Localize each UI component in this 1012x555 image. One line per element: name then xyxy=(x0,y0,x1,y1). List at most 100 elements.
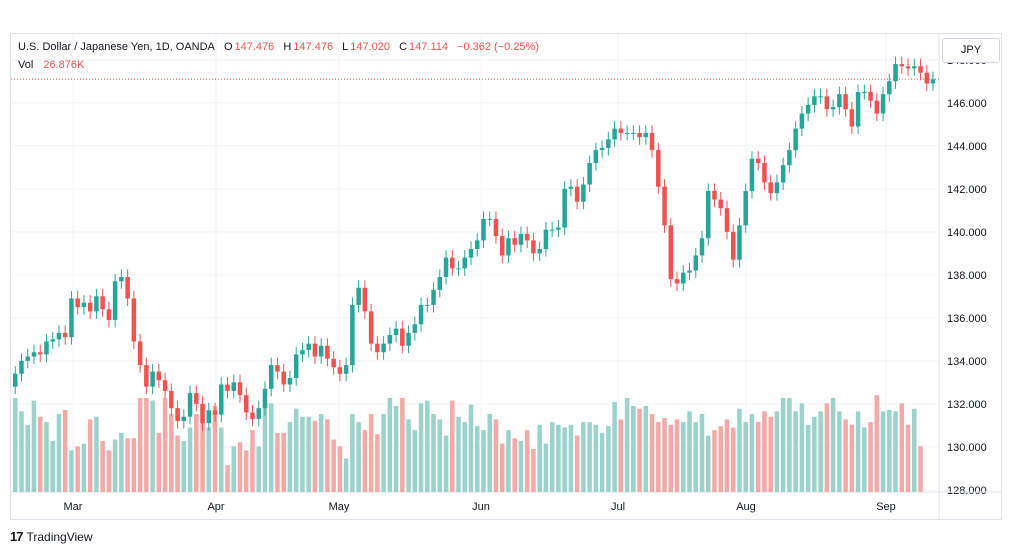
volume-bar xyxy=(693,422,699,492)
candle-body xyxy=(69,298,74,338)
y-tick-label: 146.000 xyxy=(947,98,987,110)
candle-body xyxy=(699,238,705,256)
volume-bar xyxy=(50,440,55,492)
volume-bar xyxy=(874,395,880,492)
candle-body xyxy=(368,311,374,344)
candle-body xyxy=(31,352,37,357)
y-tick-label: 134.000 xyxy=(947,356,987,368)
candle-body xyxy=(62,332,68,338)
candle-body xyxy=(862,92,867,94)
volume-bar xyxy=(437,419,443,492)
volume-bar xyxy=(381,414,386,492)
volume-bar xyxy=(631,405,636,492)
volume-bar xyxy=(431,414,436,492)
candle-body xyxy=(325,345,330,359)
volume-bar xyxy=(862,427,867,492)
candle-body xyxy=(300,350,305,355)
candle-body xyxy=(649,132,655,151)
candle-body xyxy=(843,94,848,110)
candle-body xyxy=(837,94,842,108)
candle-body xyxy=(743,190,748,226)
legend-high: 147.476 xyxy=(293,41,334,53)
currency-button[interactable]: JPY xyxy=(942,38,1000,63)
volume-bar xyxy=(724,419,730,492)
candle-body xyxy=(144,365,149,387)
candle-body xyxy=(681,272,686,284)
x-tick-label: Aug xyxy=(736,501,756,513)
candle-body xyxy=(225,384,230,391)
volume-bar xyxy=(893,411,898,492)
candle-body xyxy=(599,147,605,151)
candle-body xyxy=(437,276,443,290)
candle-body xyxy=(893,64,898,82)
volume-bar xyxy=(793,411,798,492)
candle-body xyxy=(150,371,155,387)
volume-bar xyxy=(112,439,118,492)
volume-bar xyxy=(656,422,661,492)
candle-body xyxy=(125,276,130,299)
candle-body xyxy=(44,341,49,355)
volume-bar xyxy=(325,419,330,492)
candlestick-chart[interactable]: 128.000 130.000 132.000 134.000 136.000 138.0… xyxy=(11,34,1001,519)
candle-body xyxy=(905,66,911,69)
volume-bar xyxy=(506,430,511,492)
candle-body xyxy=(768,182,773,194)
candle-body xyxy=(805,104,811,114)
volume-bar xyxy=(905,424,911,492)
volume-bar xyxy=(181,440,187,492)
volume-bar xyxy=(843,419,848,492)
candle-body xyxy=(237,382,243,396)
candle-body xyxy=(175,408,180,422)
volume-bar xyxy=(718,426,723,492)
candle-body xyxy=(824,96,830,110)
candle-body xyxy=(256,408,261,419)
candle-body xyxy=(412,324,418,333)
y-tick-label: 144.000 xyxy=(947,141,987,153)
candle-body xyxy=(169,390,174,409)
volume-bar xyxy=(412,430,418,492)
candle-body xyxy=(13,373,18,387)
candle-body xyxy=(749,158,755,191)
volume-bar xyxy=(137,397,143,492)
candle-body xyxy=(880,94,886,114)
volume-bar xyxy=(531,448,536,492)
volume-bar xyxy=(587,422,592,492)
candle-body xyxy=(306,343,311,351)
volume-bar xyxy=(37,416,43,492)
candle-body xyxy=(181,416,187,422)
volume-bar xyxy=(350,414,355,492)
volume-bar xyxy=(837,411,842,492)
volume-bar xyxy=(868,422,873,492)
volume-bar xyxy=(568,424,574,492)
volume-bar xyxy=(44,422,49,492)
candle-body xyxy=(87,302,93,312)
candle-body xyxy=(425,304,430,306)
legend-change: −0.362 (−0.25%) xyxy=(457,41,539,53)
volume-bar xyxy=(125,438,130,492)
candle-body xyxy=(531,240,536,254)
volume-bar xyxy=(268,403,274,492)
candle-body xyxy=(780,165,786,183)
candle-body xyxy=(462,257,468,269)
volume-bar xyxy=(106,450,112,492)
candle-body xyxy=(362,287,368,312)
tradingview-brand[interactable]: 17 TradingView xyxy=(10,529,93,544)
volume-bar xyxy=(194,414,199,492)
candle-body xyxy=(874,100,880,114)
candle-body xyxy=(774,182,780,194)
candle-body xyxy=(668,225,674,280)
y-tick-label: 128.000 xyxy=(947,485,987,497)
candle-body xyxy=(312,343,318,357)
candle-body xyxy=(275,365,280,372)
candle-body xyxy=(200,403,205,424)
candle-body xyxy=(356,287,361,305)
legend-open: 147.476 xyxy=(234,41,275,53)
volume-bar xyxy=(131,438,137,492)
volume-bar xyxy=(899,403,905,492)
volume-bar xyxy=(94,416,99,492)
y-tick-label: 136.000 xyxy=(947,313,987,325)
volume-bar xyxy=(849,424,855,492)
volume-bar xyxy=(62,410,68,492)
candle-body xyxy=(662,186,667,226)
volume-bar xyxy=(668,424,674,492)
